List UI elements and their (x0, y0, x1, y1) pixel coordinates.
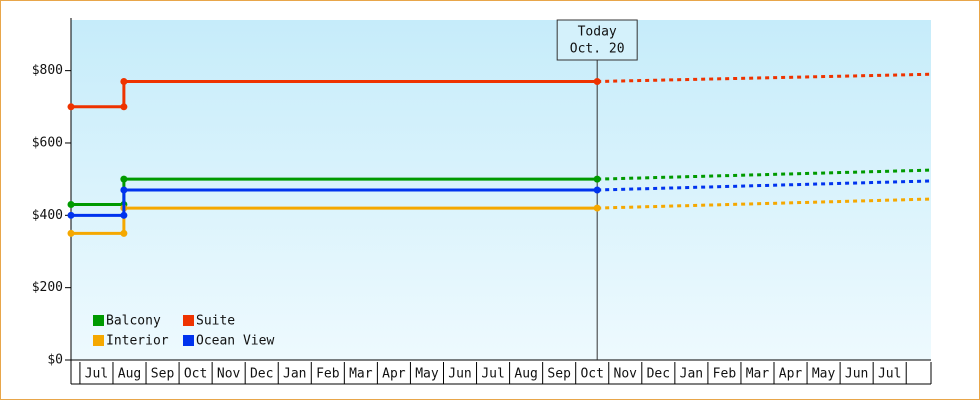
x-tick-label: Jul (481, 367, 504, 382)
price-point (593, 204, 601, 212)
x-tick-label: Oct (580, 367, 603, 382)
x-tick-label: Apr (382, 367, 406, 382)
x-tick-label: Feb (713, 367, 737, 382)
price-line (71, 188, 598, 217)
x-tick-label: Jul (85, 367, 108, 382)
x-tick-label: Feb (316, 367, 340, 382)
price-line (71, 79, 598, 109)
x-tick-label: Apr (779, 367, 803, 382)
legend-label: Ocean View (196, 334, 274, 349)
x-tick-label: Nov (614, 367, 638, 382)
legend-swatch (183, 315, 194, 326)
price-point (593, 186, 601, 194)
x-tick-label: May (415, 367, 439, 382)
legend-label: Suite (196, 314, 235, 329)
x-tick-label: Aug (514, 367, 537, 382)
x-tick-label: Jan (283, 367, 306, 382)
x-tick-label: Mar (349, 367, 373, 382)
x-tick-label: Sep (547, 367, 571, 382)
price-point (67, 211, 75, 219)
x-tick-label: Dec (647, 367, 670, 382)
price-point (67, 200, 75, 208)
x-tick-label: Jul (878, 367, 901, 382)
legend-swatch (93, 335, 104, 346)
today-box (556, 19, 638, 61)
y-tick-label: $200 (32, 280, 63, 295)
price-point (593, 77, 601, 85)
y-tick-label: $800 (32, 63, 63, 78)
price-point (120, 229, 128, 237)
x-tick-label: Jun (845, 367, 868, 382)
legend-label: Balcony (106, 314, 161, 329)
x-tick-label: Dec (250, 367, 273, 382)
legend-swatch (183, 335, 194, 346)
x-tick-label: Oct (184, 367, 207, 382)
price-point (120, 103, 128, 111)
x-tick-label: Aug (118, 367, 141, 382)
legend-swatch (93, 315, 104, 326)
x-tick-label: Jan (680, 367, 703, 382)
x-tick-label: Jun (448, 367, 471, 382)
y-tick-label: $400 (32, 208, 63, 223)
legend-label: Interior (106, 334, 169, 349)
price-point (120, 175, 128, 183)
today-label: Oct. 20 (570, 42, 625, 57)
price-point (593, 175, 601, 183)
price-line (71, 206, 598, 235)
price-point (67, 229, 75, 237)
x-tick-label: Sep (151, 367, 175, 382)
price-point (120, 186, 128, 194)
price-point (67, 103, 75, 111)
price-point (120, 211, 128, 219)
x-tick-label: May (812, 367, 836, 382)
x-tick-label: Nov (217, 367, 241, 382)
today-label: Today (578, 25, 617, 40)
x-tick-label: Mar (746, 367, 770, 382)
price-point (120, 77, 128, 85)
y-tick-label: $600 (32, 135, 63, 150)
y-tick-label: $0 (47, 353, 63, 368)
